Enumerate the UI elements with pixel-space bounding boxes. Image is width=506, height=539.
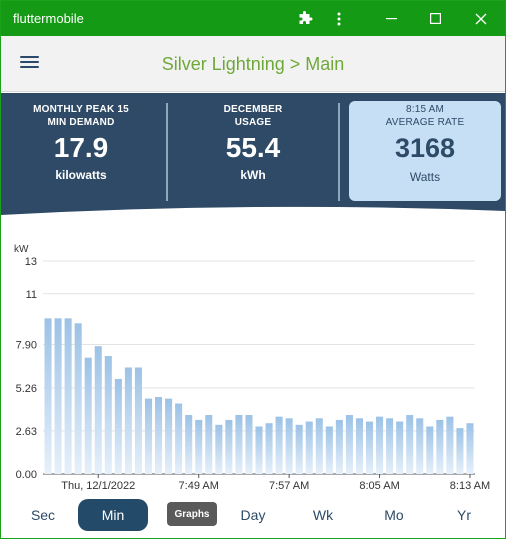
chart-bar	[275, 416, 283, 474]
chart-bar	[406, 415, 414, 474]
x-tick-label: 8:13 AM	[450, 480, 490, 492]
graphs-button[interactable]: Graphs	[167, 502, 217, 526]
stat-caption: DECEMBER USAGE	[177, 103, 329, 129]
nav-mo[interactable]: Mo	[384, 507, 404, 523]
stat-caption-line1: 8:15 AM	[405, 104, 445, 115]
stat-caption: 8:15 AM AVERAGE RATE	[349, 103, 501, 129]
chart-bar	[175, 403, 183, 474]
close-icon[interactable]	[459, 1, 503, 36]
chart-bar	[355, 418, 363, 474]
stat-value: 55.4	[225, 132, 281, 163]
y-tick-label: 2.63	[16, 426, 37, 438]
nav-wk[interactable]: Wk	[312, 507, 334, 523]
x-tick-label: 8:05 AM	[359, 480, 399, 492]
puzzle-icon[interactable]	[283, 1, 327, 36]
hamburger-menu-icon[interactable]	[19, 53, 43, 77]
chart-bar	[285, 418, 293, 474]
y-tick-label: 7.90	[16, 340, 37, 352]
chart-bar	[144, 398, 153, 474]
stat-unit: Watts	[409, 170, 441, 184]
x-tick-label: 7:57 AM	[269, 480, 309, 492]
more-vert-icon[interactable]	[317, 1, 361, 36]
chart-bar	[436, 419, 444, 474]
app-bar: Silver Lightning > Main	[1, 36, 505, 92]
y-tick-label: 5.26	[16, 383, 37, 395]
stat-caption-line2: AVERAGE RATE	[385, 117, 465, 128]
y-axis-label: kW	[14, 244, 29, 255]
chart-bar	[345, 415, 353, 474]
maximize-icon[interactable]	[413, 1, 457, 36]
chart-bar	[165, 398, 173, 474]
chart-bar	[416, 418, 424, 474]
x-tick-label: 7:49 AM	[179, 480, 219, 492]
chart-bar	[315, 418, 323, 474]
stat-unit: kWh	[240, 168, 266, 182]
chart-bar	[94, 346, 102, 474]
stat-divider	[166, 103, 168, 201]
y-tick-label: 13	[25, 256, 37, 268]
chart-bar	[426, 426, 434, 474]
page-title: Silver Lightning > Main	[161, 54, 345, 74]
title-bar: fluttermobile	[1, 1, 505, 36]
window-title: fluttermobile	[13, 11, 84, 26]
chart-bar	[325, 426, 333, 474]
chart-bar	[225, 419, 233, 474]
chart-bar	[365, 421, 374, 474]
chart-bar	[185, 415, 193, 474]
chart-bar	[235, 415, 243, 474]
chart-bar	[295, 424, 303, 474]
chart-bar	[104, 356, 112, 474]
stat-average-rate-card[interactable]: 8:15 AM AVERAGE RATE 3168 Watts	[349, 101, 501, 201]
chart-bar	[64, 318, 72, 474]
chart-bar	[265, 423, 273, 474]
stat-caption-line2: USAGE	[234, 117, 272, 128]
chart-bar	[215, 424, 223, 474]
chart-bar	[54, 318, 62, 474]
stat-caption-line2: MIN DEMAND	[47, 117, 115, 128]
chart-bar	[255, 426, 263, 474]
stat-value: 17.9	[53, 132, 109, 163]
chart-bar	[245, 415, 253, 474]
y-tick-label: 0.00	[16, 469, 37, 481]
chart-bar	[396, 421, 404, 474]
stat-december-usage: DECEMBER USAGE 55.4 kWh	[177, 101, 329, 201]
chart-bar	[124, 367, 132, 474]
chart-bar	[114, 378, 122, 474]
nav-min[interactable]: Min	[78, 499, 148, 531]
chart-bar	[195, 419, 203, 474]
stat-value: 3168	[394, 133, 456, 163]
chart-bar	[466, 423, 474, 474]
nav-yr[interactable]: Yr	[457, 507, 471, 523]
stat-caption: MONTHLY PEAK 15 MIN DEMAND	[5, 103, 157, 129]
x-tick-label: Thu, 12/1/2022	[61, 480, 135, 492]
chart-bar	[305, 421, 313, 474]
chart-bar	[335, 419, 343, 474]
minimize-icon[interactable]	[369, 1, 413, 36]
stat-caption-line1: DECEMBER	[223, 104, 283, 115]
stat-unit: kilowatts	[55, 168, 107, 182]
stat-divider	[338, 103, 340, 201]
chart-bar	[84, 357, 92, 474]
chart-bar	[155, 396, 163, 474]
chart-bar	[134, 367, 142, 474]
chart-bar	[456, 428, 464, 474]
time-range-nav: Sec Min Graphs Day Wk Mo Yr	[1, 495, 505, 538]
stat-caption-line1: MONTHLY PEAK 15	[33, 104, 129, 115]
chart-bar	[205, 415, 213, 474]
stats-band: MONTHLY PEAK 15 MIN DEMAND 17.9 kilowatt…	[1, 93, 505, 215]
nav-sec[interactable]: Sec	[30, 507, 56, 523]
nav-day[interactable]: Day	[240, 507, 266, 523]
chart-bar	[386, 418, 394, 474]
chart-bar	[44, 318, 52, 474]
y-tick-label: 11	[26, 289, 37, 301]
chart-bar	[446, 416, 454, 474]
stat-monthly-peak: MONTHLY PEAK 15 MIN DEMAND 17.9 kilowatt…	[5, 101, 157, 201]
chart-bar	[376, 416, 384, 474]
chart-bar	[74, 323, 82, 474]
